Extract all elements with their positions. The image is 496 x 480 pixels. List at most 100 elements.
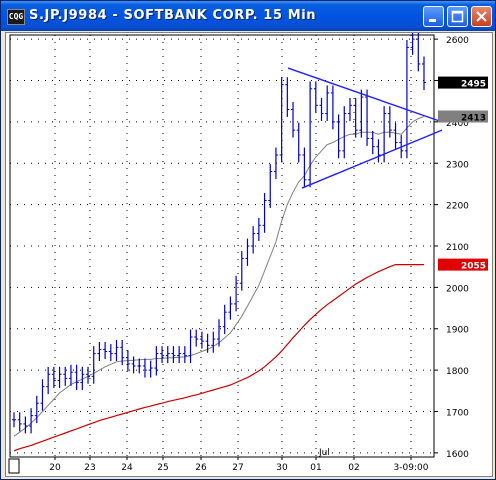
- ohlc-bar: [29, 408, 34, 434]
- time-tick-label: 20: [49, 463, 61, 473]
- close-icon: [476, 11, 487, 22]
- ohlc-bar: [51, 366, 56, 388]
- ohlc-bar: [199, 331, 204, 349]
- price-tick-label: 2400: [446, 119, 469, 129]
- time-tick-label: 23: [84, 463, 95, 473]
- ohlc-bar: [342, 106, 347, 159]
- ohlc-bar: [347, 97, 352, 122]
- ohlc-bar: [120, 339, 125, 366]
- upper-trendline[interactable]: [287, 67, 443, 123]
- time-tick-label: 25: [157, 463, 168, 473]
- ohlc-bar: [108, 344, 113, 362]
- ohlc-bar: [291, 102, 296, 138]
- marker-value: 2413: [461, 114, 486, 124]
- ohlc-bar: [376, 139, 381, 163]
- ohlc-bar: [234, 275, 239, 312]
- maximize-icon: [451, 10, 464, 23]
- ohlc-bar: [273, 147, 278, 179]
- moving-averages: [13, 116, 425, 452]
- ohlc-bar: [422, 56, 426, 91]
- ohlc-bar: [131, 356, 136, 374]
- ohlc-bar: [137, 358, 142, 374]
- ohlc-bar: [416, 31, 421, 72]
- ohlc-bar: [404, 39, 409, 159]
- ohlc-bar: [285, 77, 290, 117]
- ohlc-bar: [160, 346, 165, 364]
- lower-trendline[interactable]: [301, 129, 443, 189]
- ohlc-bar: [308, 81, 313, 188]
- ma-fast-marker: 2413: [438, 110, 488, 124]
- time-tick-label: 01: [310, 463, 321, 473]
- ma-slow-marker: 2055: [438, 258, 488, 272]
- scroll-handle: [8, 458, 20, 474]
- marker-box: [438, 110, 488, 123]
- ohlc-bar: [353, 97, 358, 138]
- ohlc-bar: [370, 130, 375, 155]
- time-tick-label: 02: [348, 463, 359, 473]
- marker-value: 2055: [461, 262, 486, 272]
- ma-slow-line: [13, 264, 424, 452]
- ohlc-bar: [74, 364, 79, 390]
- ohlc-bar: [393, 122, 398, 151]
- ohlc-bar: [251, 226, 256, 254]
- price-tick-label: 2100: [446, 243, 469, 253]
- chart-area[interactable]: 1600170018001900200021002200230024002500…: [5, 31, 493, 477]
- window-title: S.JP.J9984 - SOFTBANK CORP. 15 Min: [29, 8, 317, 23]
- ohlc-bar: [359, 89, 364, 138]
- ohlc-bar: [34, 395, 39, 424]
- maximize-button[interactable]: [447, 6, 468, 27]
- ohlc-bar: [148, 360, 153, 378]
- ohlc-bar: [194, 329, 199, 347]
- ohlc-bar: [177, 346, 182, 364]
- price-tick-label: 2600: [446, 36, 469, 46]
- ohlc-bar: [205, 333, 210, 353]
- ohlc-bar: [114, 339, 119, 362]
- ohlc-bar: [63, 366, 68, 386]
- ohlc-bar: [319, 97, 324, 122]
- ohlc-bar: [23, 416, 28, 434]
- ohlc-bar: [336, 114, 341, 159]
- price-markers: 2495 2413 2055: [438, 76, 488, 272]
- ohlc-bar: [387, 106, 392, 138]
- title-bar[interactable]: CQG S.JP.J9984 - SOFTBANK CORP. 15 Min: [1, 1, 495, 31]
- ohlc-bar: [296, 122, 301, 163]
- ohlc-bar: [217, 319, 221, 347]
- ohlc-bar: [302, 147, 307, 188]
- close-button[interactable]: [471, 6, 492, 27]
- triangle-trendlines[interactable]: [287, 67, 443, 189]
- time-tick-label: 27: [232, 463, 243, 473]
- price-axis: 1600170018001900200021002200230024002500…: [434, 36, 469, 460]
- ohlc-bar: [182, 346, 187, 364]
- price-chart[interactable]: 1600170018001900200021002200230024002500…: [6, 31, 492, 476]
- minimize-button[interactable]: [423, 6, 444, 27]
- ohlc-bar: [222, 304, 227, 335]
- ohlc-bar: [12, 412, 16, 428]
- marker-box: [438, 76, 488, 89]
- ohlc-bar: [154, 346, 159, 376]
- marker-value: 2495: [461, 80, 486, 90]
- ohlc-bar: [97, 341, 102, 362]
- last-price-marker: 2495: [438, 76, 488, 90]
- ohlc-bar: [330, 85, 335, 130]
- ohlc-bar: [46, 366, 51, 395]
- ohlc-bar: [91, 346, 96, 384]
- ohlc-bar: [125, 350, 130, 372]
- ohlc-bar: [188, 329, 193, 364]
- ohlc-bar: [365, 89, 370, 146]
- ohlc-bar: [228, 296, 233, 320]
- chart-grid: [9, 34, 435, 458]
- ohlc-bar: [57, 366, 62, 388]
- time-axis: 20 23 24 25 26 27 30 01 02 3-09:00 Jul: [8, 448, 429, 474]
- ohlc-bar: [80, 366, 85, 390]
- time-tick-label: 3-09:00: [394, 463, 429, 473]
- ohlc-bar: [245, 238, 250, 266]
- cqg-app-icon: CQG: [7, 9, 25, 25]
- ohlc-bar: [171, 346, 176, 364]
- minimize-icon: [429, 19, 436, 22]
- price-tick-label: 1900: [446, 326, 469, 336]
- ohlc-bar: [103, 341, 108, 359]
- marker-box: [438, 258, 488, 271]
- time-tick-label: 24: [121, 463, 133, 473]
- price-tick-label: 1600: [446, 450, 469, 460]
- ohlc-bar: [40, 379, 45, 411]
